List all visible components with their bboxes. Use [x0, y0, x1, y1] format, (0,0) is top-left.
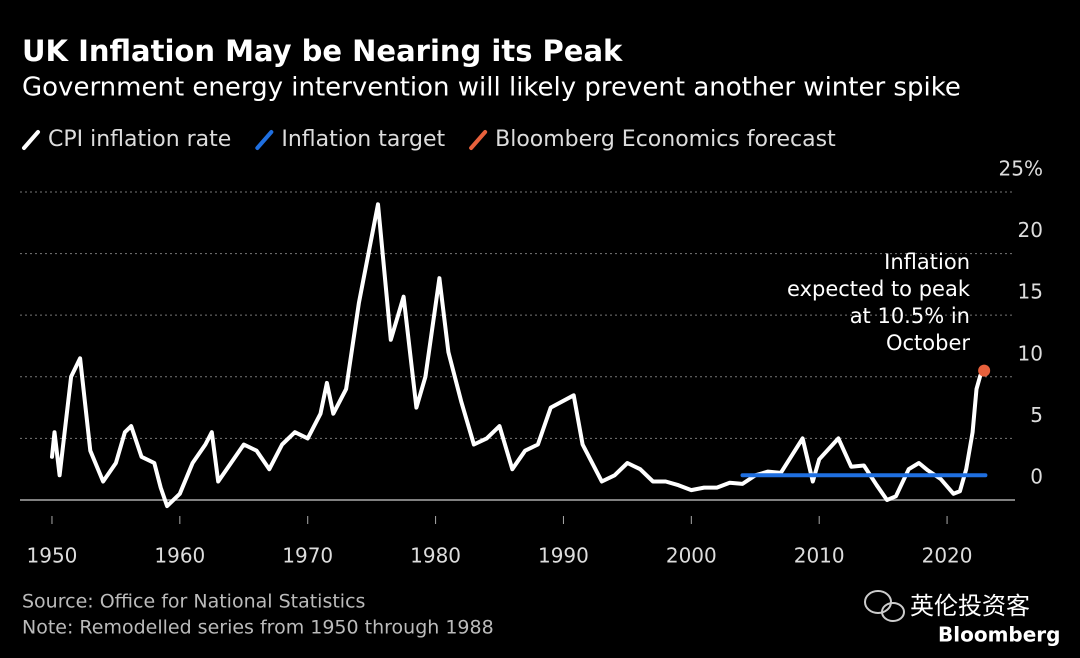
x-tick-label: 2020: [922, 544, 973, 568]
annotation: Inflation: [884, 250, 970, 274]
x-tick-label: 2000: [666, 544, 717, 568]
legend-label: CPI inflation rate: [48, 127, 231, 152]
legend-label: Bloomberg Economics forecast: [495, 127, 836, 152]
legend-swatch: [22, 130, 40, 150]
annotation: October: [886, 331, 970, 355]
legend-swatch: [469, 130, 488, 150]
x-tick-label: 1960: [154, 544, 205, 568]
y-tick-label: 10: [1018, 341, 1043, 365]
annotation: expected to peak: [787, 277, 971, 301]
chart-subtitle: Government energy intervention will like…: [22, 73, 961, 103]
logo: Bloomberg: [938, 623, 1060, 647]
watermark: 英伦投资客: [910, 592, 1030, 620]
y-tick-label: 25%: [999, 157, 1043, 181]
x-tick-label: 1980: [410, 544, 461, 568]
x-tick-label: 1950: [27, 544, 78, 568]
x-tick-label: 1990: [538, 544, 589, 568]
note: Note: Remodelled series from 1950 throug…: [22, 617, 494, 639]
source: Source: Office for National Statistics: [22, 591, 365, 613]
x-tick-label: 2010: [794, 544, 845, 568]
y-tick-label: 0: [1030, 464, 1043, 488]
x-tick-label: 1970: [282, 544, 333, 568]
forecast-point: [978, 364, 991, 377]
chart-title: UK Inflation May be Nearing its Peak: [22, 34, 623, 68]
legend-swatch: [255, 130, 274, 150]
watermark-icon: [864, 590, 905, 622]
annotation: at 10.5% in: [850, 304, 970, 328]
legend-label: Inflation target: [281, 127, 445, 152]
y-tick-label: 15: [1018, 280, 1043, 304]
y-tick-label: 5: [1030, 403, 1043, 427]
cpi-line: [50, 202, 983, 509]
y-tick-label: 20: [1018, 218, 1043, 242]
